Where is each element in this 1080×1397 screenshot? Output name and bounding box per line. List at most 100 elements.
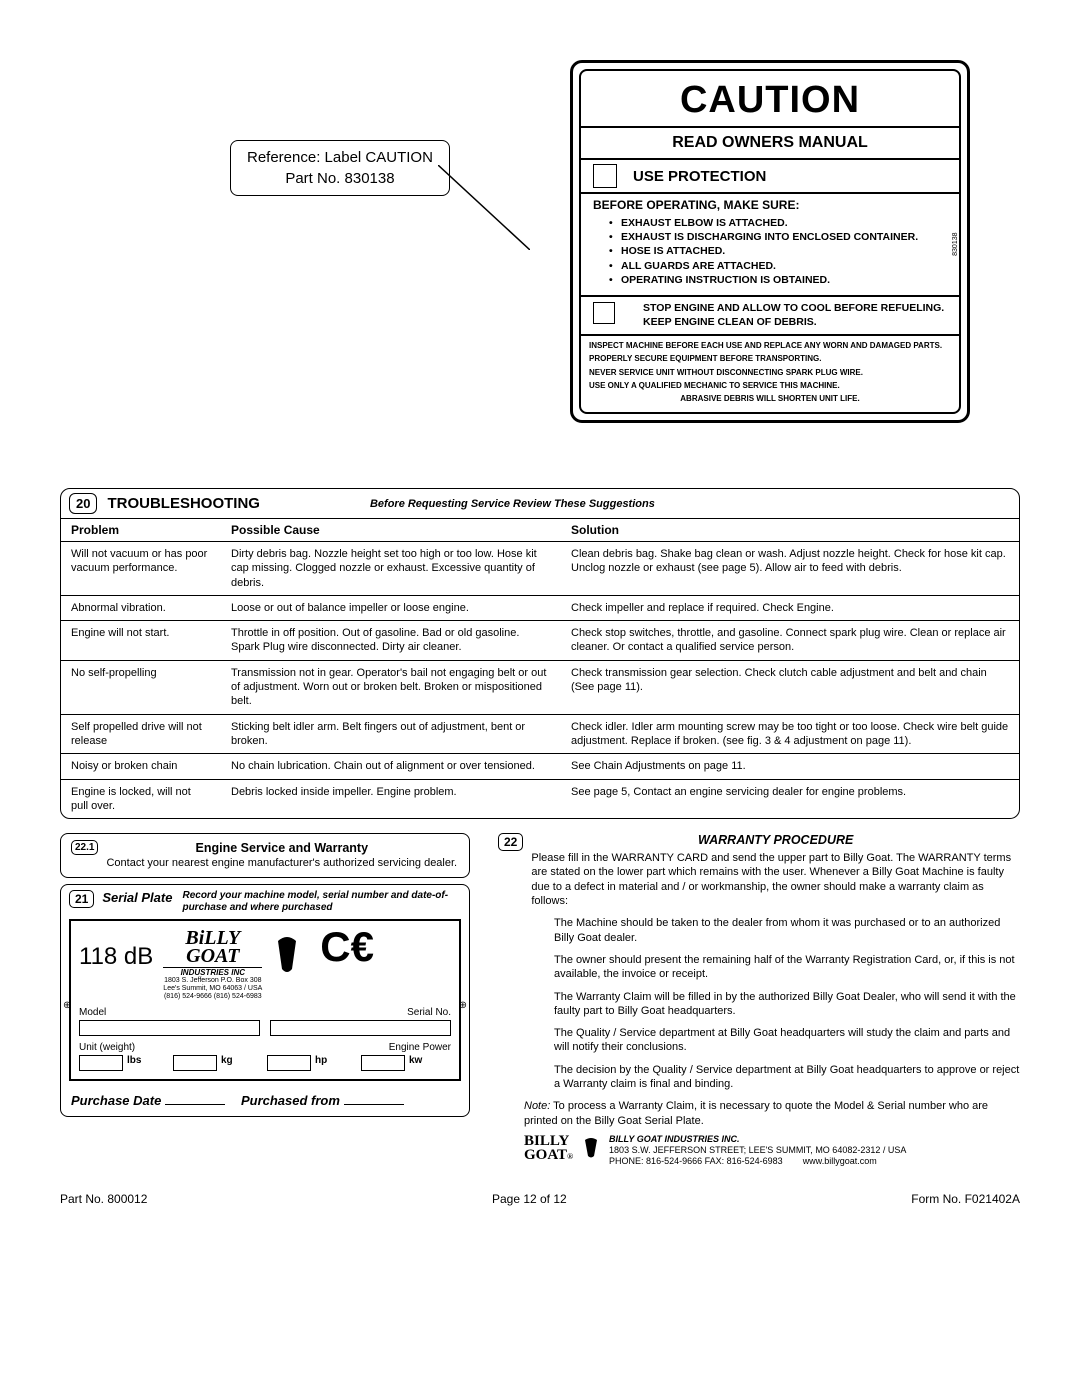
engine-service-title: Engine Service and Warranty — [106, 840, 457, 856]
footer-addr-line: 1803 S.W. JEFFERSON STREET; LEE'S SUMMIT… — [609, 1145, 906, 1156]
reference-line1: Reference: Label CAUTION — [247, 147, 433, 168]
table-row: Engine is locked, will not pull over.Deb… — [61, 779, 1019, 818]
troubleshooting-table: Problem Possible Cause Solution Will not… — [61, 519, 1019, 818]
power-label: Engine Power — [270, 1042, 451, 1053]
serial-header: 21 Serial Plate Record your machine mode… — [61, 885, 469, 919]
footer-form-no: Form No. F021402A — [911, 1192, 1020, 1206]
before-operating-title: BEFORE OPERATING, MAKE SURE: — [593, 198, 947, 212]
lbs-input[interactable] — [79, 1055, 123, 1071]
page-footer: Part No. 800012 Page 12 of 12 Form No. F… — [60, 1192, 1020, 1206]
troubleshooting-header: 20 TROUBLESHOOTING Before Requesting Ser… — [61, 489, 1019, 519]
bottom-section: 22.1 Engine Service and Warranty Contact… — [60, 833, 1020, 1168]
plate-fields: Model Serial No. Unit (weight) Engine Po… — [79, 1007, 451, 1071]
before-item: EXHAUST ELBOW IS ATTACHED. — [621, 216, 947, 230]
table-cell: Debris locked inside impeller. Engine pr… — [221, 779, 561, 818]
plate-units-row: lbs kg hp kw — [79, 1055, 451, 1071]
ce-mark-icon: C€ — [320, 929, 374, 965]
note-text: To process a Warranty Claim, it is neces… — [524, 1100, 988, 1126]
brand-line1: BiLLY — [163, 929, 262, 947]
brand-addr3: (816) 524-9666 (816) 524-6983 — [163, 993, 262, 1001]
protection-icon — [593, 164, 617, 188]
protection-text: USE PROTECTION — [633, 168, 766, 185]
table-cell: Loose or out of balance impeller or loos… — [221, 595, 561, 620]
kw-input[interactable] — [361, 1055, 405, 1071]
warranty-steps: The Machine should be taken to the deale… — [498, 916, 1020, 1091]
footer-brand: BILLYGOAT® — [524, 1134, 573, 1163]
lbs-label: lbs — [127, 1055, 169, 1071]
kg-label: kg — [221, 1055, 263, 1071]
brand-line2: GOAT — [163, 947, 262, 965]
brand-addr1: 1803 S. Jefferson P.O. Box 308 — [163, 977, 262, 985]
table-row: Will not vacuum or has poor vacuum perfo… — [61, 542, 1019, 596]
warranty-title: WARRANTY PROCEDURE — [531, 833, 1020, 847]
caution-title: CAUTION — [581, 71, 959, 126]
left-column: 22.1 Engine Service and Warranty Contact… — [60, 833, 470, 1168]
footer-phone-line: PHONE: 816-524-9666 FAX: 816-524-6983 ww… — [609, 1156, 906, 1167]
purchased-from: Purchased from — [241, 1093, 404, 1108]
warranty-step: The Warranty Claim will be filled in by … — [554, 990, 1020, 1019]
footer-part-no: Part No. 800012 — [60, 1192, 147, 1206]
goat-icon — [272, 929, 302, 983]
purchase-date: Purchase Date — [71, 1093, 225, 1108]
engine-service-box: 22.1 Engine Service and Warranty Contact… — [60, 833, 470, 878]
table-cell: Transmission not in gear. Operator's bai… — [221, 660, 561, 714]
section-number-21: 21 — [69, 890, 94, 908]
inspect-notes: INSPECT MACHINE BEFORE EACH USE AND REPL… — [581, 334, 959, 412]
reference-box: Reference: Label CAUTION Part No. 830138 — [230, 140, 450, 196]
serial-note: Record your machine model, serial number… — [182, 890, 461, 914]
table-cell: Self propelled drive will not release — [61, 714, 221, 754]
table-cell: Clean debris bag. Shake bag clean or was… — [561, 542, 1019, 596]
table-cell: Will not vacuum or has poor vacuum perfo… — [61, 542, 221, 596]
footer-page-no: Page 12 of 12 — [492, 1192, 567, 1206]
troubleshooting-section: 20 TROUBLESHOOTING Before Requesting Ser… — [60, 488, 1020, 819]
before-operating: BEFORE OPERATING, MAKE SURE: EXHAUST ELB… — [581, 192, 959, 295]
top-section: Reference: Label CAUTION Part No. 830138… — [60, 60, 1020, 480]
before-item: HOSE IS ATTACHED. — [621, 244, 947, 258]
table-row: Engine will not start.Throttle in off po… — [61, 621, 1019, 661]
serial-title: Serial Plate — [102, 890, 172, 905]
inspect-line: USE ONLY A QUALIFIED MECHANIC TO SERVICE… — [589, 380, 951, 391]
inspect-line: INSPECT MACHINE BEFORE EACH USE AND REPL… — [589, 340, 951, 351]
table-row: Abnormal vibration.Loose or out of balan… — [61, 595, 1019, 620]
table-cell: Dirty debris bag. Nozzle height set too … — [221, 542, 561, 596]
kg-input[interactable] — [173, 1055, 217, 1071]
table-cell: Check idler. Idler arm mounting screw ma… — [561, 714, 1019, 754]
table-cell: Check stop switches, throttle, and gasol… — [561, 621, 1019, 661]
table-cell: No chain lubrication. Chain out of align… — [221, 754, 561, 779]
footer-company: BILLY GOAT INDUSTRIES INC. — [609, 1134, 906, 1145]
serial-plate: ⊕ ⊕ 118 dB BiLLY GOAT INDUSTRIES INC 180… — [69, 919, 461, 1081]
note-label: Note: — [524, 1100, 550, 1112]
warranty-intro: Please fill in the WARRANTY CARD and sen… — [531, 851, 1020, 908]
model-input[interactable] — [79, 1020, 260, 1036]
brand-addr2: Lee's Summit, MO 64063 / USA — [163, 985, 262, 993]
engine-service-text: Engine Service and Warranty Contact your… — [106, 840, 457, 871]
reference-connector-line — [438, 165, 530, 250]
troubleshooting-note: Before Requesting Service Review These S… — [370, 498, 655, 510]
table-row: Self propelled drive will not releaseSti… — [61, 714, 1019, 754]
table-cell: Engine will not start. — [61, 621, 221, 661]
table-cell: No self-propelling — [61, 660, 221, 714]
inspect-line: ABRASIVE DEBRIS WILL SHORTEN UNIT LIFE. — [589, 393, 951, 404]
caution-label: CAUTION READ OWNERS MANUAL USE PROTECTIO… — [570, 60, 970, 423]
before-item: OPERATING INSTRUCTION IS OBTAINED. — [621, 273, 947, 287]
serial-input[interactable] — [270, 1020, 451, 1036]
serial-no-label: Serial No. — [270, 1007, 451, 1018]
section-number-22-1: 22.1 — [71, 840, 98, 855]
warranty-section: 22 WARRANTY PROCEDURE Please fill in the… — [498, 833, 1020, 1168]
stop-icon — [593, 302, 615, 324]
table-row: Noisy or broken chainNo chain lubricatio… — [61, 754, 1019, 779]
purchase-date-input[interactable] — [165, 1104, 225, 1105]
table-cell: Check transmission gear selection. Check… — [561, 660, 1019, 714]
table-cell: Noisy or broken chain — [61, 754, 221, 779]
warranty-step: The Quality / Service department at Bill… — [554, 1026, 1020, 1055]
brand-industries: INDUSTRIES INC — [163, 967, 262, 977]
registration-mark-left-icon: ⊕ — [63, 1000, 71, 1011]
caution-subtitle: READ OWNERS MANUAL — [581, 126, 959, 158]
sound-level: 118 dB — [79, 929, 153, 971]
col-problem: Problem — [61, 519, 221, 542]
before-item: EXHAUST IS DISCHARGING INTO ENCLOSED CON… — [621, 230, 947, 244]
hp-input[interactable] — [267, 1055, 311, 1071]
purchased-from-input[interactable] — [344, 1104, 404, 1105]
col-solution: Solution — [561, 519, 1019, 542]
serial-plate-section: 21 Serial Plate Record your machine mode… — [60, 884, 470, 1117]
